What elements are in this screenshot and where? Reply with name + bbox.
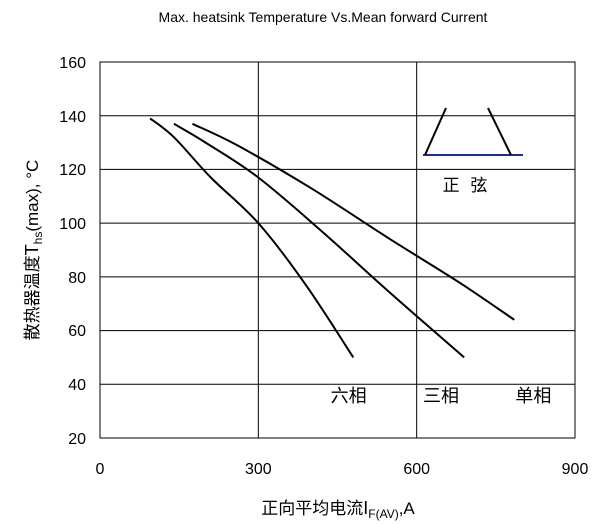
grid bbox=[100, 62, 575, 438]
x-tick-label: 0 bbox=[96, 461, 105, 478]
x-tick-label: 600 bbox=[403, 461, 430, 478]
y-tick-label: 120 bbox=[59, 162, 86, 179]
y-axis-label-tail: (max), °C bbox=[23, 160, 42, 232]
sine-inset: 正 弦 bbox=[423, 107, 523, 196]
y-tick-label: 60 bbox=[68, 323, 86, 340]
plot-frame bbox=[99, 61, 576, 439]
x-axis-ticks: 0 300 600 900 bbox=[96, 461, 589, 478]
y-tick-label: 40 bbox=[68, 377, 86, 394]
x-axis-label-main: 正向平均电流 bbox=[261, 499, 363, 519]
y-axis-label: 散热器温度Ths(max), °C bbox=[22, 160, 45, 341]
series-line-six-phase bbox=[149, 117, 355, 358]
x-axis-label-sub: F(AV) bbox=[368, 507, 398, 521]
series-line-single-phase bbox=[191, 122, 515, 321]
x-tick-label: 900 bbox=[562, 461, 589, 478]
x-axis-label: 正向平均电流IF(AV),A bbox=[261, 498, 415, 521]
inset-left-rising-edge bbox=[424, 107, 447, 156]
y-tick-label: 20 bbox=[68, 431, 86, 448]
y-axis-label-symbol: T bbox=[22, 244, 42, 255]
series-label-six-phase: 六相 bbox=[331, 386, 367, 407]
x-tick-label: 300 bbox=[245, 461, 272, 478]
y-tick-label: 100 bbox=[59, 216, 86, 233]
y-axis-label-main: 散热器温度 bbox=[23, 255, 43, 340]
y-tick-label: 80 bbox=[68, 270, 86, 287]
x-axis-label-symbol: I bbox=[363, 498, 368, 518]
series-line-three-phase bbox=[173, 122, 465, 359]
y-tick-label: 160 bbox=[59, 55, 86, 72]
inset-right-falling-edge bbox=[487, 107, 512, 156]
series-label-single-phase: 单相 bbox=[515, 386, 551, 407]
series-label-three-phase: 三相 bbox=[423, 386, 459, 407]
chart-title: Max. heatsink Temperature Vs.Mean forwar… bbox=[159, 9, 488, 25]
series-group bbox=[149, 117, 515, 359]
y-tick-label: 140 bbox=[59, 109, 86, 126]
series-labels: 六相 三相 单相 bbox=[331, 386, 552, 407]
y-axis-ticks: 20 40 60 80 100 120 140 160 bbox=[59, 55, 86, 448]
inset-caption: 正 弦 bbox=[443, 176, 488, 196]
y-axis-label-sub: hs bbox=[31, 232, 45, 245]
x-axis-label-tail: ,A bbox=[399, 499, 416, 518]
